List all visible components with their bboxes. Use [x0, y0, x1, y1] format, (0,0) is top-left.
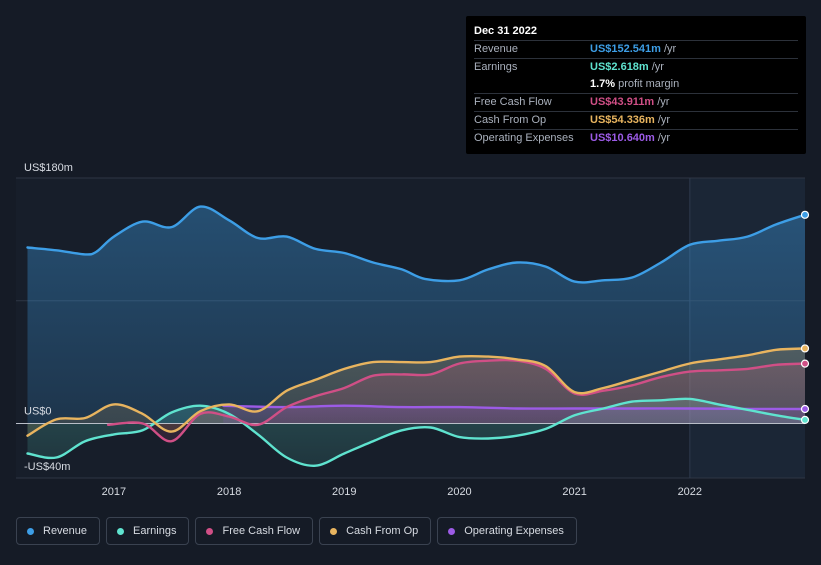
endpoint-marker-earnings — [800, 415, 810, 425]
tooltip-label: Revenue — [474, 43, 519, 55]
series-line-free-cash-flow — [106, 358, 807, 443]
series-line-revenue — [26, 205, 807, 284]
legend-label: Earnings — [133, 525, 177, 537]
tooltip-row-cash-from-op: Cash From Op US$54.336m/yr — [474, 111, 798, 129]
legend-label: Free Cash Flow — [222, 525, 301, 537]
tooltip-unit: /yr — [657, 114, 671, 126]
x-tick-label-2021: 2021 — [562, 486, 586, 498]
x-tick-label-2022: 2022 — [678, 486, 702, 498]
tooltip-label — [474, 76, 590, 93]
legend-dot-icon — [206, 527, 214, 535]
legend-label: Revenue — [43, 525, 88, 537]
x-tick-label-2020: 2020 — [447, 486, 471, 498]
endpoint-marker-cash-from-op — [800, 344, 810, 353]
tooltip-row-profit-margin: 1.7% profit margin — [474, 76, 798, 93]
legend-label: Operating Expenses — [464, 525, 564, 537]
tooltip-unit: /yr — [657, 96, 670, 108]
tooltip-unit: /yr — [657, 132, 671, 144]
x-tick-label-2018: 2018 — [217, 486, 241, 498]
endpoint-marker-free-cash-flow — [800, 359, 810, 368]
tooltip-row-operating-expenses: Operating Expenses US$10.640m/yr — [474, 129, 798, 147]
tooltip-row-revenue: Revenue US$152.541m/yr — [474, 40, 798, 58]
data-tooltip: Dec 31 2022 Revenue US$152.541m/yr Earning… — [466, 16, 806, 154]
series-fill-revenue — [27, 206, 805, 424]
y-axis-label-zero: US$0 — [24, 405, 52, 417]
endpoint-marker-operating-expenses — [800, 404, 810, 414]
legend-dot-icon — [117, 527, 125, 535]
legend-item-cash-from-op[interactable]: Cash From Op — [319, 517, 432, 545]
tooltip-row-free-cash-flow: Free Cash Flow US$43.911m/yr — [474, 93, 798, 111]
series-line-earnings — [26, 397, 807, 467]
tooltip-label: Cash From Op — [474, 114, 547, 126]
legend-item-revenue[interactable]: Revenue — [16, 517, 101, 545]
series-line-operating-expenses — [222, 404, 807, 411]
tooltip-value: US$152.541m — [590, 43, 661, 55]
endpoint-marker-revenue — [800, 210, 810, 219]
tooltip-value: US$54.336m — [590, 114, 655, 126]
tooltip-label: Earnings — [474, 61, 518, 73]
tooltip-unit: /yr — [651, 61, 664, 73]
series-fill-operating-expenses — [223, 405, 806, 424]
tooltip-unit: profit margin — [618, 78, 680, 90]
legend-label: Cash From Op — [346, 525, 419, 537]
x-tick-label-2019: 2019 — [332, 486, 356, 498]
tooltip-value: US$10.640m — [590, 132, 655, 144]
series-line-cash-from-op — [26, 347, 807, 437]
tooltip-unit: /yr — [663, 43, 677, 55]
legend-item-earnings[interactable]: Earnings — [106, 517, 190, 545]
tooltip-date: Dec 31 2022 — [474, 25, 537, 37]
legend-dot-icon — [27, 527, 34, 535]
legend-dot-icon — [330, 527, 338, 535]
y-axis-label-bottom: -US$40m — [24, 461, 70, 473]
tooltip-label: Operating Expenses — [474, 132, 574, 144]
x-tick-label-2017: 2017 — [102, 486, 126, 498]
legend-dot-icon — [448, 527, 456, 535]
tooltip-value: 1.7% — [590, 78, 616, 90]
tooltip-value: US$2.618m — [590, 61, 649, 73]
y-axis-label-top: US$180m — [24, 162, 73, 174]
tooltip-row-earnings: Earnings US$2.618m/yr — [474, 58, 798, 76]
tooltip-value: US$43.911m — [590, 96, 655, 108]
tooltip-label: Free Cash Flow — [474, 96, 552, 108]
legend-item-operating-expenses[interactable]: Operating Expenses — [437, 517, 577, 545]
legend-item-free-cash-flow[interactable]: Free Cash Flow — [195, 517, 314, 545]
chart-legend: Revenue Earnings Free Cash Flow Cash From O… — [16, 517, 577, 547]
